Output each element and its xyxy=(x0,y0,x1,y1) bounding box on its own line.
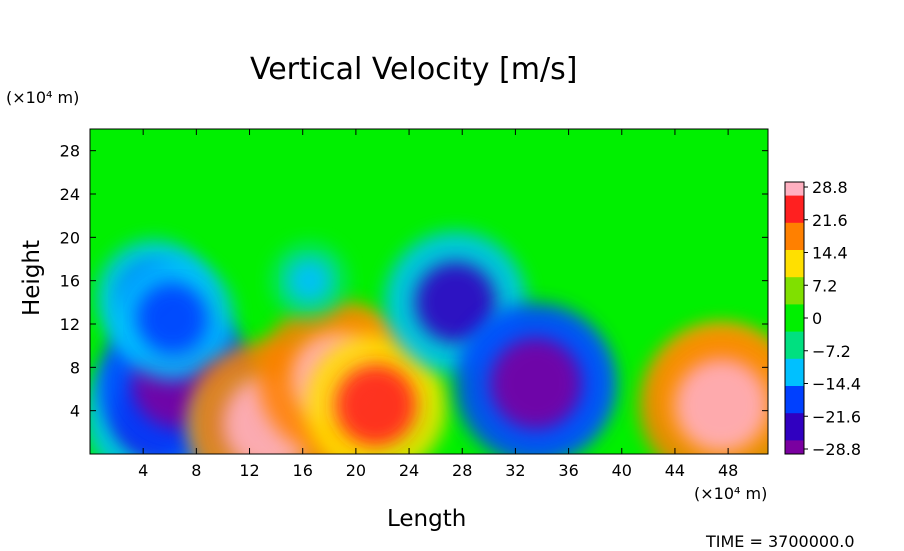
x-tick-label: 32 xyxy=(505,461,525,480)
velocity-field xyxy=(90,231,768,454)
colorbar-label: 7.2 xyxy=(812,276,837,295)
colorbar-segment xyxy=(785,304,804,312)
colorbar-segment xyxy=(785,243,804,251)
colorbar-segment xyxy=(785,182,804,190)
x-tick-label: 36 xyxy=(558,461,578,480)
colorbar-segment xyxy=(785,399,804,407)
colorbar-segment xyxy=(785,263,804,271)
y-tick-label: 8 xyxy=(70,358,80,377)
colorbar-label: 21.6 xyxy=(812,211,848,230)
colorbar-segment xyxy=(785,426,804,435)
colorbar-label: −7.2 xyxy=(812,342,851,361)
velocity-cell xyxy=(335,364,417,446)
colorbar-segment xyxy=(785,358,804,367)
colorbar-segment xyxy=(785,229,804,237)
x-ticks: 4 8 12 16 20 24 28 32 36 40 44 48 xyxy=(138,129,738,480)
colorbar-segment xyxy=(785,365,804,373)
colorbar-segment xyxy=(785,216,804,224)
x-tick-label: 48 xyxy=(718,461,738,480)
x-axis-label: Length xyxy=(387,506,467,532)
colorbar-segment xyxy=(785,406,804,414)
colorbar-segment xyxy=(785,195,804,203)
x-tick-label: 12 xyxy=(239,461,259,480)
chart-title: Vertical Velocity [m/s] xyxy=(250,52,578,87)
colorbar: 28.8 21.6 14.4 7.2 0 −7.2 −14.4 −21.6 −28.8 xyxy=(784,178,861,459)
colorbar-segment xyxy=(785,413,804,421)
colorbar-label: 14.4 xyxy=(812,244,848,263)
x-tick-label: 40 xyxy=(612,461,632,480)
y-tick-label: 28 xyxy=(60,142,80,161)
velocity-cell xyxy=(137,283,208,354)
colorbar-segment xyxy=(785,270,804,278)
colorbar-segment xyxy=(785,379,804,387)
x-tick-label: 20 xyxy=(346,461,366,480)
x-tick-label: 24 xyxy=(399,461,419,480)
y-tick-label: 16 xyxy=(60,272,80,291)
x-tick-label: 4 xyxy=(138,461,148,480)
colorbar-segment xyxy=(785,345,804,353)
x-tick-label: 44 xyxy=(665,461,685,480)
velocity-cell xyxy=(287,258,332,303)
y-tick-label: 20 xyxy=(60,228,80,247)
colorbar-segment xyxy=(785,202,804,210)
colorbar-segment xyxy=(785,290,804,299)
colorbar-segment xyxy=(785,338,804,346)
colorbar-segment xyxy=(785,447,804,455)
colorbar-label: −14.4 xyxy=(812,375,861,394)
colorbar-segment xyxy=(785,284,804,292)
colorbar-segment xyxy=(785,392,804,401)
colorbar-segment xyxy=(785,324,804,333)
colorbar-segment xyxy=(785,236,804,244)
colorbar-segment xyxy=(785,311,804,319)
y-tick-label: 12 xyxy=(60,315,80,334)
colorbar-segment xyxy=(785,209,804,217)
colorbar-segment xyxy=(785,250,804,258)
colorbar-segment xyxy=(785,352,804,360)
y-axis-unit: (×10⁴ m) xyxy=(6,88,80,107)
x-tick-label: 28 xyxy=(452,461,472,480)
colorbar-segment xyxy=(785,256,804,265)
colorbar-label: −21.6 xyxy=(812,407,861,426)
plot-frame xyxy=(89,128,769,455)
colorbar-segment xyxy=(785,318,804,326)
colorbar-segment xyxy=(785,372,804,380)
colorbar-label: 0 xyxy=(812,309,822,328)
y-ticks: 4 8 12 16 20 24 28 xyxy=(60,142,768,421)
velocity-cell xyxy=(489,337,582,430)
colorbar-segment xyxy=(785,440,804,448)
y-tick-label: 24 xyxy=(60,185,80,204)
colorbar-segment xyxy=(785,386,804,394)
colorbar-segment xyxy=(785,433,804,441)
colorbar-segment xyxy=(785,188,804,197)
x-tick-label: 16 xyxy=(293,461,313,480)
y-tick-label: 4 xyxy=(70,402,80,421)
velocity-cell xyxy=(674,358,768,452)
x-tick-label: 8 xyxy=(191,461,201,480)
colorbar-segment xyxy=(785,222,804,231)
colorbar-segment xyxy=(785,277,804,285)
colorbar-segment xyxy=(785,297,804,305)
colorbar-segment xyxy=(785,331,804,339)
velocity-cell xyxy=(415,261,496,343)
x-axis-unit: (×10⁴ m) xyxy=(694,484,768,503)
colorbar-segment xyxy=(785,420,804,428)
colorbar-label: 28.8 xyxy=(812,178,848,197)
colorbar-label: −28.8 xyxy=(812,440,861,459)
